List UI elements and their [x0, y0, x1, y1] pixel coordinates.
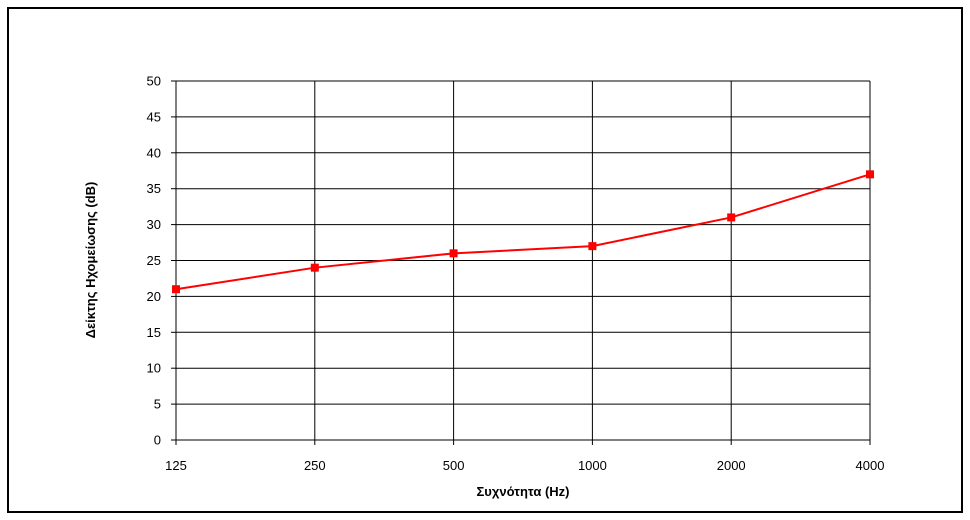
x-axis-ticks: 125 250 500 1000 2000 4000: [165, 440, 884, 473]
x-tick-label: 500: [443, 458, 465, 473]
y-axis-ticks: 0 5 10 15 20 25 30 35 40 45 50: [147, 74, 176, 448]
data-point-marker: [588, 242, 597, 251]
series-line: [175, 173, 871, 291]
x-tick-label: 2000: [717, 458, 746, 473]
x-tick-label: 1000: [578, 458, 607, 473]
series-group: [172, 170, 874, 294]
y-tick-label: 25: [147, 253, 161, 268]
y-tick-label: 30: [147, 217, 161, 232]
x-tick-label: 250: [304, 458, 326, 473]
x-tick-label: 4000: [856, 458, 885, 473]
y-axis-title: Δείκτης Ηχομείωσης (dB): [83, 182, 98, 339]
grid-lines: [176, 80, 871, 440]
data-point-marker: [449, 249, 458, 258]
x-axis-title: Συχνότητα (Hz): [477, 484, 570, 499]
y-tick-label: 45: [147, 109, 161, 124]
y-tick-label: 35: [147, 181, 161, 196]
data-point-marker: [172, 285, 180, 294]
y-tick-label: 5: [154, 397, 161, 412]
data-point-marker: [727, 213, 736, 222]
y-tick-label: 15: [147, 325, 161, 340]
y-tick-label: 20: [147, 289, 161, 304]
y-tick-label: 0: [154, 433, 161, 448]
data-point-marker: [866, 170, 874, 179]
x-tick-label: 125: [165, 458, 187, 473]
y-tick-label: 10: [147, 361, 161, 376]
y-tick-label: 40: [147, 145, 161, 160]
y-tick-label: 50: [147, 74, 161, 89]
data-point-marker: [310, 263, 319, 272]
